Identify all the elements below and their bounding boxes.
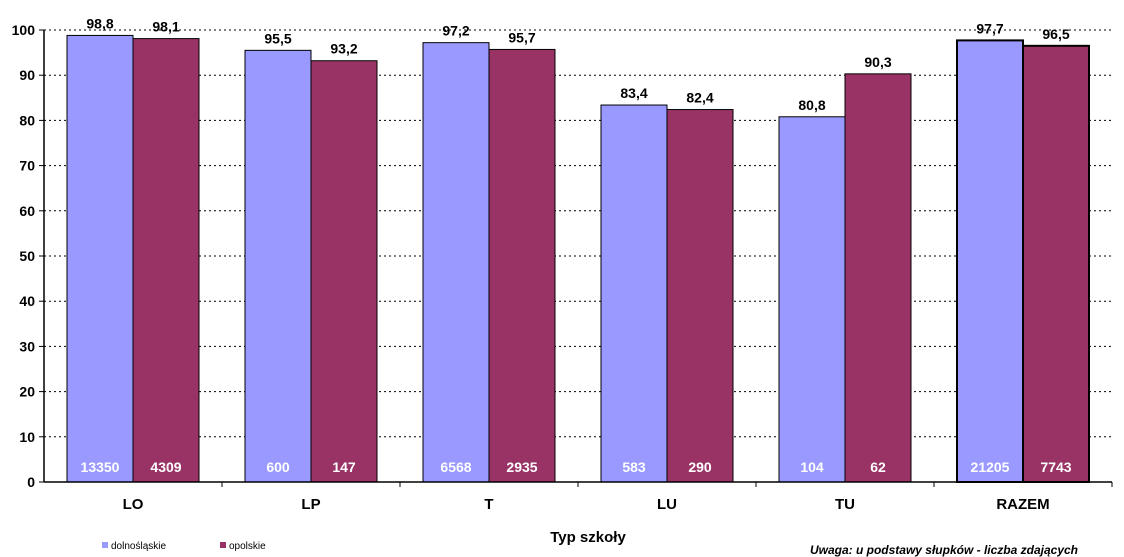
bar-value-label: 98,8 bbox=[86, 15, 113, 31]
y-axis: 0 10 20 30 40 50 60 70 80 90 100 bbox=[12, 22, 45, 490]
bar-count-label: 6568 bbox=[440, 459, 471, 475]
bar-value-label: 95,5 bbox=[264, 30, 291, 46]
x-tick-label: RAZEM bbox=[996, 496, 1049, 513]
bar-count-label: 147 bbox=[332, 459, 356, 475]
y-tick-label: 80 bbox=[19, 112, 35, 128]
bar-dolnoslaskie-lp bbox=[244, 49, 312, 483]
x-tick-label: TU bbox=[835, 496, 855, 513]
bar-count-label: 600 bbox=[266, 459, 290, 475]
bar-dolnoslaskie-lu bbox=[600, 104, 668, 483]
y-tick-label: 70 bbox=[19, 158, 35, 174]
bar-value-label: 97,2 bbox=[442, 23, 469, 39]
bar-count-label: 583 bbox=[622, 459, 646, 475]
y-tick-label: 50 bbox=[19, 248, 35, 264]
bar-value-label: 80,8 bbox=[798, 97, 825, 113]
bar-dolnoslaskie-tu bbox=[778, 116, 846, 483]
y-tick-label: 0 bbox=[27, 474, 35, 490]
bar-value-label: 82,4 bbox=[686, 90, 713, 106]
x-axis: LO LP T LU TU RAZEM bbox=[44, 481, 1113, 513]
x-tick-label: LU bbox=[657, 496, 677, 513]
bar-count-label: 2935 bbox=[506, 459, 537, 475]
bar-value-label: 98,1 bbox=[152, 19, 179, 35]
bar-count-label: 290 bbox=[688, 459, 712, 475]
bar-value-label: 93,2 bbox=[330, 41, 357, 57]
legend-label-dolnoslaskie: dolnośląskie bbox=[111, 541, 166, 552]
bar-value-label: 90,3 bbox=[864, 54, 891, 70]
y-tick-label: 100 bbox=[12, 22, 36, 38]
bar-opolskie-razem bbox=[1022, 44, 1090, 483]
bar-dolnoslaskie-t bbox=[422, 42, 490, 483]
x-tick-label: LO bbox=[123, 496, 144, 513]
bar-count-label: 21205 bbox=[971, 459, 1010, 475]
bar-value-label: 96,5 bbox=[1042, 26, 1069, 42]
chart-note: Uwaga: u podstawy słupków - liczba zdają… bbox=[810, 543, 1078, 557]
y-tick-label: 30 bbox=[19, 338, 35, 354]
x-tick-label: LP bbox=[301, 496, 320, 513]
bar-count-label: 4309 bbox=[150, 459, 181, 475]
grid-lines bbox=[44, 29, 1112, 438]
bar-opolskie-tu bbox=[844, 73, 912, 483]
bar-count-label: 104 bbox=[800, 459, 824, 475]
bar-count-label: 13350 bbox=[81, 459, 120, 475]
legend: dolnośląskie opolskie bbox=[102, 541, 266, 552]
legend-swatch-opolskie bbox=[220, 542, 226, 548]
bar-value-label: 83,4 bbox=[620, 85, 647, 101]
x-tick-label: T bbox=[484, 496, 493, 513]
x-axis-title: Typ szkoły bbox=[550, 529, 626, 546]
bar-dolnoslaskie-razem bbox=[956, 39, 1024, 484]
bar-count-label: 62 bbox=[870, 459, 886, 475]
bar-opolskie-t bbox=[488, 48, 556, 483]
legend-swatch-dolnoslaskie bbox=[102, 542, 108, 548]
bar-opolskie-lp bbox=[310, 60, 378, 483]
bar-value-label: 95,7 bbox=[508, 29, 535, 45]
legend-label-opolskie: opolskie bbox=[229, 541, 266, 552]
bars: 98,8 13350 98,1 4309 95,5 600 93,2 147 97,2 6568 9… bbox=[66, 15, 1090, 484]
bar-opolskie-lu bbox=[666, 109, 734, 483]
y-tick-label: 60 bbox=[19, 203, 35, 219]
y-tick-label: 90 bbox=[19, 67, 35, 83]
bar-opolskie-lo bbox=[132, 38, 200, 483]
y-tick-label: 20 bbox=[19, 384, 35, 400]
y-tick-label: 10 bbox=[19, 429, 35, 445]
bar-dolnoslaskie-lo bbox=[66, 34, 134, 483]
bar-count-label: 7743 bbox=[1040, 459, 1071, 475]
y-tick-label: 40 bbox=[19, 293, 35, 309]
bar-value-label: 97,7 bbox=[976, 20, 1003, 36]
